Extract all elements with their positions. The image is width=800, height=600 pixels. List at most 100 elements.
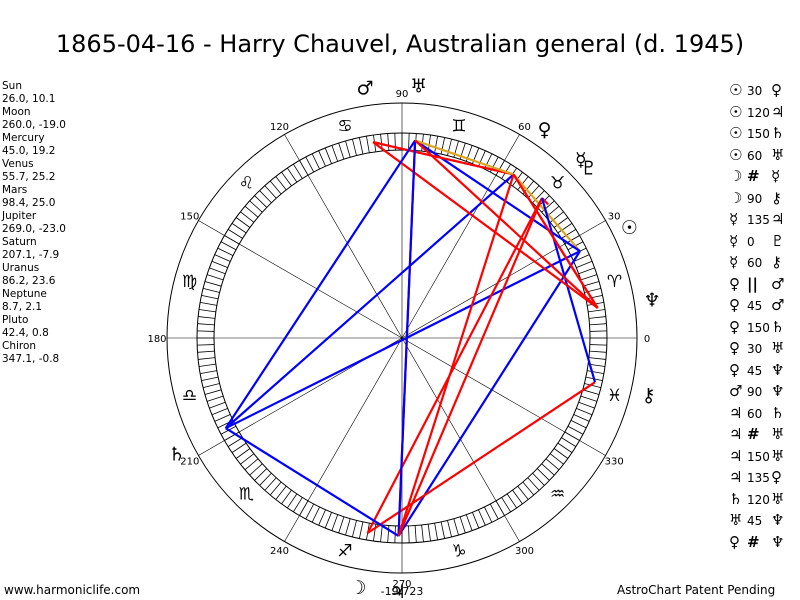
aspect-row: ☿ 60 ⚷: [729, 252, 789, 274]
degree-tick: [259, 190, 272, 204]
house-cusp-line: [198, 220, 403, 339]
moon-glyph-icon: ☽: [729, 188, 743, 207]
degree-tick: [240, 211, 255, 223]
planet-name-sun: Sun: [2, 80, 22, 92]
aspect-row: ♅ 45 ♆: [729, 510, 789, 532]
degree-tick: [227, 229, 243, 239]
moon-glyph-icon: ☽: [729, 167, 743, 185]
degree-tick: [206, 395, 224, 402]
mars-glyph-icon: ♂: [771, 274, 785, 293]
degree-label: 150: [180, 212, 199, 223]
aspect-symbol: 45: [747, 363, 763, 378]
degree-tick: [553, 217, 569, 228]
neptune-glyph-icon: ♆: [771, 511, 785, 529]
aspect-line: [225, 427, 400, 537]
website-credit[interactable]: www.harmoniclife.com: [4, 583, 141, 597]
zodiac-sign-icon: ♍: [182, 272, 197, 292]
mercury-glyph-icon: ☿: [729, 253, 739, 271]
sun-glyph-icon: ☉: [729, 145, 743, 164]
mercury-glyph-icon: ☿: [771, 167, 781, 185]
degree-tick: [427, 524, 431, 542]
aspect-row: ♀ 45 ♆: [729, 360, 789, 382]
degree-tick: [324, 147, 332, 164]
degree-tick: [331, 514, 339, 531]
degree-tick: [576, 408, 593, 416]
aspect-symbol: 135: [747, 213, 770, 227]
uranus-glyph-icon: ♅: [771, 339, 785, 357]
degree-tick: [352, 520, 357, 538]
degree-tick: [434, 523, 438, 540]
degree-tick: [589, 344, 607, 346]
degree-tick: [281, 171, 292, 187]
degree-tick: [580, 274, 598, 281]
saturn-glyph-icon: ♄: [771, 124, 785, 142]
planet-coords-chiron: 347.1, -0.8: [2, 353, 60, 365]
mars-glyph-icon: ♂: [729, 382, 743, 400]
zodiac-sign-icon: ♒: [550, 485, 565, 505]
aspect-row: ♃ 60 ♄: [729, 403, 789, 425]
degree-tick: [589, 350, 607, 353]
degree-tick: [244, 205, 259, 218]
sun-glyph-icon: ☉: [729, 124, 743, 142]
planet-coords-mercury: 45.0, 19.2: [2, 145, 56, 157]
degree-tick: [588, 357, 606, 360]
venus-glyph-icon: ♀: [771, 81, 782, 99]
degree-tick: [318, 150, 326, 167]
saturn-glyph-icon: ♄: [771, 403, 785, 422]
degree-tick: [331, 145, 339, 162]
planet-name-chiron: Chiron: [2, 340, 37, 352]
aspect-symbol: 135: [747, 471, 770, 485]
zodiac-sign-icon: ♉: [550, 173, 565, 193]
degree-tick: [214, 254, 231, 262]
aspect-symbol: 45: [747, 514, 763, 528]
mars-glyph-icon: ♂: [771, 296, 785, 314]
degree-tick: [408, 525, 410, 543]
venus-glyph-icon: ♀: [729, 360, 740, 379]
aspect-row: ♀ # ♆: [729, 532, 789, 554]
degree-tick: [211, 260, 228, 268]
patent-notice: AstroChart Patent Pending: [617, 583, 776, 597]
degree-tick: [584, 383, 602, 388]
degree-tick: [387, 525, 390, 543]
aspect-symbol: 60: [747, 148, 763, 163]
neptune-glyph-icon: ♆: [644, 290, 661, 312]
degree-label: 60: [518, 122, 531, 133]
degree-tick: [573, 254, 590, 262]
aspect-row: ♃ 150♅: [729, 446, 789, 468]
pluto-glyph-icon: ♇: [771, 231, 785, 250]
degree-tick: [275, 485, 287, 500]
degree-tick: [440, 521, 446, 539]
degree-label: 120: [270, 122, 289, 133]
degree-tick: [254, 195, 268, 208]
mercury-glyph-icon: ☿: [575, 149, 587, 171]
aspect-symbol: 0: [747, 234, 755, 249]
zodiac-sign-icon: ♐: [337, 542, 352, 562]
degree-tick: [206, 274, 224, 281]
zodiac-sign-icon: ♎: [182, 386, 197, 406]
degree-tick: [358, 137, 364, 155]
degree-label: 270: [392, 579, 411, 590]
aspect-row: ☿ 0 ♇: [729, 231, 789, 253]
degree-tick: [501, 497, 511, 513]
aspect-symbol: 30: [747, 342, 763, 356]
jupiter-glyph-icon: ♃: [389, 581, 406, 600]
venus-glyph-icon: ♀: [729, 317, 740, 336]
degree-tick: [387, 133, 390, 151]
aspect-row: ♃ 135♀: [729, 467, 789, 489]
aspect-symbol: 150: [747, 127, 770, 141]
degree-tick: [588, 309, 606, 313]
planet-name-mars: Mars: [2, 184, 28, 196]
aspect-line: [512, 173, 599, 309]
degree-tick: [197, 330, 215, 332]
planet-coords-mars: 98.4, 25.0: [2, 197, 56, 209]
planet-name-moon: Moon: [2, 106, 31, 118]
jupiter-glyph-icon: ♃: [771, 102, 785, 121]
aspect-line: [397, 140, 417, 537]
degree-tick: [532, 190, 545, 204]
aspect-row: ♂ 90 ♆: [729, 381, 789, 403]
degree-label: 330: [605, 457, 624, 468]
venus-glyph-icon: ♀: [729, 532, 740, 551]
planet-name-uranus: Uranus: [2, 262, 40, 274]
degree-tick: [211, 408, 228, 416]
aspect-line: [372, 141, 514, 176]
